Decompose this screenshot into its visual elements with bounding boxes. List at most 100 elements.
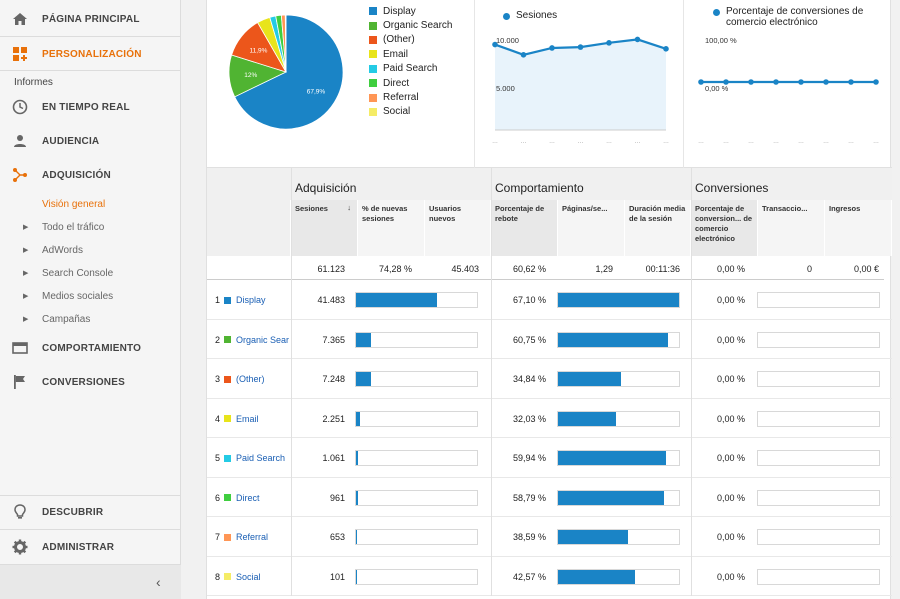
lightbulb-icon [14,504,26,519]
data-point[interactable] [848,79,854,85]
nav-acquisition[interactable]: ADQUISICIÓN [0,158,181,192]
row-channel-link[interactable]: Social [236,571,261,582]
conversion-title: Porcentaje de conversiones de comercio e… [726,6,864,28]
row-channel-link[interactable]: Referral [236,532,269,542]
group-header-conversions: Conversiones [691,168,892,200]
nav-conversions[interactable]: CONVERSIONES [0,365,181,399]
row-color-swatch [224,375,232,383]
sub-item-adwords[interactable]: ▶ AdWords [0,241,181,261]
row-channel-link[interactable]: Organic Sear [236,334,290,345]
nav-home[interactable]: PÁGINA PRINCIPAL [0,2,181,36]
bounce-rate-bar [558,372,621,386]
sub-item-overview[interactable]: Visión general [0,195,181,215]
column-header-revenue[interactable]: Ingresos [825,200,892,256]
x-tick-label: … [723,139,729,145]
sidebar-divider [0,70,181,71]
table-row[interactable]: 8 Social 101 42,57 % 0,00 % [207,557,892,596]
nav-audience[interactable]: AUDIENCIA [0,124,181,158]
pie-slice[interactable] [284,14,287,73]
row-color-swatch [224,415,232,422]
row-bounce-rate: 42,57 % [512,571,546,582]
data-point[interactable] [520,52,527,58]
legend-item[interactable]: Organic Search [369,18,452,32]
legend-item[interactable]: Social [369,105,452,119]
data-point[interactable] [748,79,754,85]
table-row[interactable]: 7 Referral 653 38,59 % 0,00 % [207,517,892,557]
total-transactions: 0 [750,256,817,280]
row-color-swatch [224,336,232,343]
column-header-new-users[interactable]: Usuarios nuevos [425,200,491,256]
data-point[interactable] [698,79,704,85]
x-tick-label: … [873,139,879,145]
sub-item-label: Medios sociales [42,291,114,302]
sub-item-social[interactable]: ▶ Medios sociales [0,287,181,307]
collapse-sidebar-button[interactable]: ‹ [0,564,181,599]
table-row[interactable]: 4 Email 2.251 32,03 % 0,00 % [207,399,892,438]
x-tick-label: … [698,139,704,145]
nav-realtime[interactable]: EN TIEMPO REAL [0,90,181,124]
legend-item[interactable]: Display [369,4,452,18]
pie-slice[interactable] [234,14,344,130]
data-point[interactable] [549,45,555,51]
data-point[interactable] [606,40,612,46]
conversion-bar-track [757,292,880,308]
sub-item-campaigns[interactable]: ▶ Campañas [0,310,181,330]
data-point[interactable] [773,79,779,85]
sidebar-divider [0,495,181,496]
table-row[interactable]: 1 Display 41.483 67,10 % 0,00 % [207,280,892,320]
legend-item[interactable]: Referral [369,90,452,104]
table-row[interactable]: 6 Direct 961 58,79 % 0,00 % [207,478,892,517]
data-point[interactable] [823,79,829,85]
acquisition-icon [13,168,27,182]
data-point[interactable] [723,79,729,85]
data-point[interactable] [873,79,879,85]
data-point[interactable] [577,44,584,50]
data-point[interactable] [663,46,669,52]
table-row[interactable]: 2 Organic Sear 7.365 60,75 % 0,00 % [207,320,892,359]
row-dimension-cell: 1 Display [215,280,291,319]
legend-item[interactable]: Email [369,47,452,61]
row-index: 8 [215,571,221,582]
row-conversion-rate: 0,00 % [716,334,745,345]
column-header-transactions[interactable]: Transaccio... [758,200,825,256]
new-sessions-bar [356,293,438,307]
column-header-conversion-rate[interactable]: Porcentaje de conversion... de comercio … [691,200,758,256]
nav-admin[interactable]: ADMINISTRAR [0,530,181,564]
dashboard-plus-icon [13,47,27,61]
home-icon [13,13,27,25]
x-tick-label: … [748,139,754,145]
nav-discover[interactable]: DESCUBRIR [0,495,181,529]
column-header-avg-duration[interactable]: Duración media de la sesión [625,200,691,256]
bounce-rate-bar-track [557,450,680,466]
row-channel-link[interactable]: Email [236,413,259,424]
bounce-rate-bar-track [557,292,680,308]
column-header-new-sessions[interactable]: % de nuevas sesiones [358,200,425,256]
row-index: 5 [215,453,221,463]
x-tick-label: … [635,139,641,145]
data-point[interactable] [634,36,641,43]
sub-item-search-console[interactable]: ▶ Search Console [0,264,181,284]
data-point[interactable] [798,79,804,85]
sub-item-all-traffic[interactable]: ▶ Todo el tráfico [0,218,181,238]
row-conversion-rate: 0,00 % [716,374,745,384]
legend-swatch [369,50,377,59]
column-header-bounce-rate[interactable]: Porcentaje de rebote [491,200,558,256]
row-channel-link[interactable]: Display [236,295,266,305]
legend-label: Social [383,106,411,118]
row-channel-link[interactable]: (Other) [236,374,265,384]
legend-item[interactable]: Direct [369,76,452,90]
legend-swatch [369,7,377,16]
data-point[interactable] [492,41,498,48]
row-channel-link[interactable]: Direct [236,492,260,503]
row-channel-link[interactable]: Paid Search [236,453,286,463]
legend-item[interactable]: Paid Search [369,62,452,76]
column-header-pages-per-session[interactable]: Páginas/se... [558,200,625,256]
legend-item[interactable]: (Other) [369,33,452,47]
nav-behavior[interactable]: COMPORTAMIENTO [0,331,181,365]
new-sessions-bar-track [355,331,478,348]
table-row[interactable]: 5 Paid Search 1.061 59,94 % 0,00 % [207,438,892,478]
nav-customization[interactable]: PERSONALIZACIÓN [0,37,181,71]
sub-item-label: Visión general [42,199,106,210]
column-header-sessions[interactable]: Sesiones ↓ [291,200,358,256]
table-row[interactable]: 3 (Other) 7.248 34,84 % 0,00 % [207,359,892,399]
